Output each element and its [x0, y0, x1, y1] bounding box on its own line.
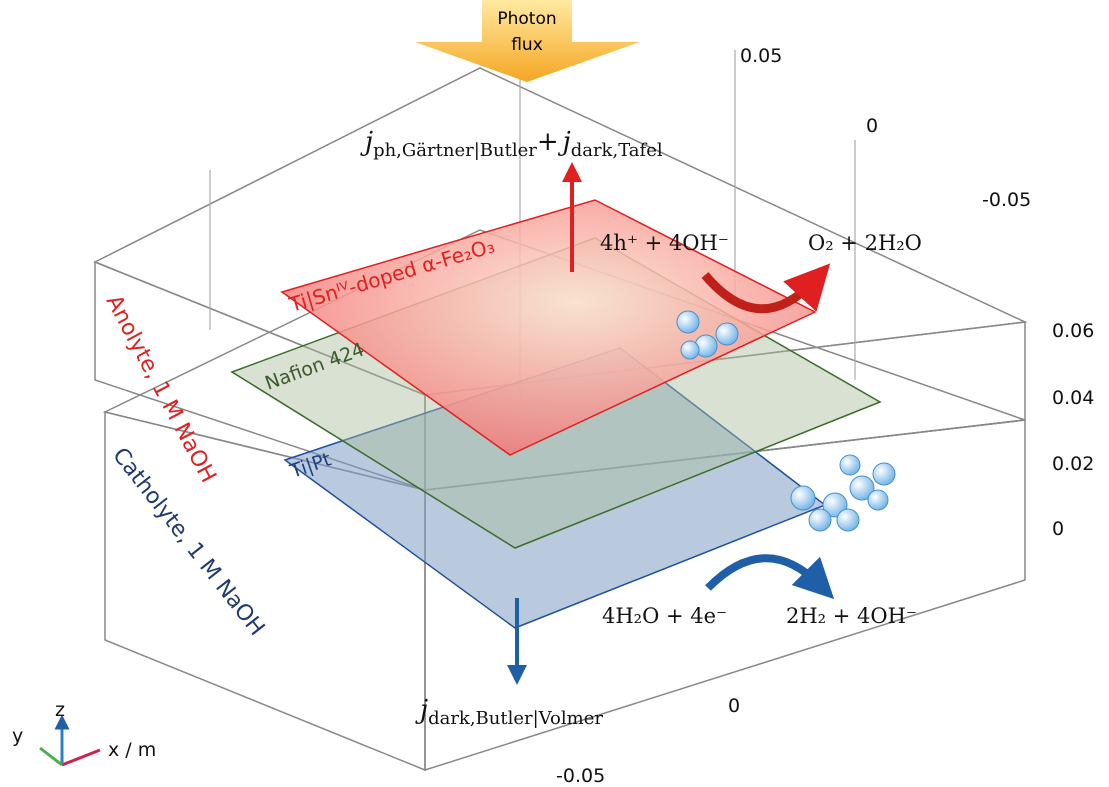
cathode-current-label: jdark,Butler|Volmer [415, 695, 603, 729]
z-tick-label: 0.04 [1052, 387, 1094, 409]
y-tick-label: -0.05 [982, 189, 1031, 211]
triad-z: z [55, 699, 65, 721]
x-tick-label: 0 [728, 695, 740, 717]
photon-flux-label: flux [511, 35, 543, 55]
axis-triad [39, 714, 101, 767]
anode-products: O₂ + 2H₂O [808, 231, 922, 255]
catholyte-label: Catholyte, 1 M NaOH [107, 443, 269, 640]
z-tick-label: 0.06 [1052, 320, 1094, 342]
y-tick-label: 0 [866, 115, 878, 137]
cathode-products: 2H₂ + 4OH⁻ [786, 604, 917, 628]
anode-reactants: 4h⁺ + 4OH⁻ [600, 231, 729, 255]
cathode-reaction-arrow [705, 554, 835, 600]
anode-current-label: jph,Gärtner|Butler+ jdark,Tafel [360, 127, 663, 161]
photoanode-plate [280, 199, 817, 456]
anode-reaction-arrow [701, 263, 831, 314]
photon-flux-arrow [415, 0, 640, 82]
cathode-reactants: 4H₂O + 4e⁻ [602, 604, 727, 628]
triad-y: y [12, 725, 23, 747]
x-tick-label: -0.05 [556, 765, 605, 787]
y-tick-label: 0.05 [740, 45, 782, 67]
z-tick-label: 0 [1052, 518, 1064, 540]
bubbles [676, 310, 896, 532]
triad-x: x / m [108, 739, 156, 761]
z-tick-label: 0.02 [1052, 453, 1094, 475]
photon-flux-label: Photon [497, 9, 556, 29]
